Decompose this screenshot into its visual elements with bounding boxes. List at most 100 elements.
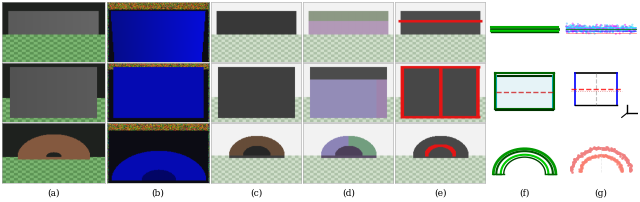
Point: [582, 150, 592, 153]
Point: [577, 163, 587, 166]
Point: [564, 27, 575, 31]
Point: [574, 167, 584, 170]
Point: [619, 155, 629, 158]
Point: [589, 29, 599, 32]
Point: [605, 27, 615, 31]
Point: [584, 149, 594, 153]
Point: [567, 167, 577, 170]
Point: [602, 28, 612, 31]
Point: [596, 29, 607, 32]
Point: [580, 158, 591, 161]
Point: [622, 157, 632, 161]
Point: [590, 155, 600, 158]
Point: [564, 27, 575, 31]
Point: [611, 25, 621, 28]
Point: [568, 162, 579, 165]
Point: [580, 150, 590, 154]
Point: [571, 28, 581, 32]
Point: [575, 25, 585, 28]
Point: [614, 29, 625, 32]
Point: [575, 169, 585, 172]
Point: [572, 158, 582, 161]
Point: [563, 28, 573, 31]
Point: [625, 168, 636, 171]
Point: [567, 170, 577, 173]
Point: [612, 151, 623, 154]
Point: [595, 154, 605, 157]
Point: [609, 157, 620, 160]
Point: [609, 30, 619, 33]
Point: [603, 147, 613, 151]
Point: [611, 159, 621, 162]
Point: [614, 161, 624, 165]
Point: [562, 29, 572, 32]
Point: [609, 25, 620, 29]
Point: [582, 28, 593, 32]
Point: [605, 26, 616, 29]
Point: [586, 156, 596, 159]
Point: [568, 164, 579, 167]
Point: [593, 29, 604, 32]
Point: [582, 157, 593, 160]
Point: [562, 28, 572, 31]
Point: [622, 31, 632, 34]
Point: [595, 26, 605, 30]
Point: [586, 28, 596, 31]
Point: [608, 148, 618, 152]
Point: [579, 160, 589, 163]
Point: [580, 30, 591, 34]
Point: [630, 29, 640, 32]
Point: [588, 28, 598, 31]
Point: [614, 153, 625, 156]
Point: [576, 28, 586, 32]
Point: [617, 29, 627, 32]
Point: [570, 158, 580, 161]
Point: [576, 167, 586, 171]
Point: [586, 32, 596, 36]
Point: [626, 31, 636, 35]
Point: [623, 28, 634, 32]
Point: [582, 150, 592, 153]
Point: [570, 29, 580, 32]
Point: [602, 25, 612, 28]
Point: [624, 29, 634, 32]
Point: [562, 29, 572, 32]
Point: [593, 28, 604, 32]
Point: [600, 28, 611, 31]
Point: [581, 26, 591, 29]
Point: [584, 29, 595, 33]
Point: [586, 29, 596, 32]
Point: [590, 29, 600, 33]
Point: [580, 25, 590, 28]
Point: [595, 31, 605, 35]
Point: [627, 28, 637, 31]
Point: [579, 28, 589, 31]
Point: [566, 28, 577, 31]
Point: [582, 28, 592, 32]
Point: [568, 161, 578, 164]
Point: [614, 151, 624, 155]
Point: [564, 27, 574, 31]
Point: [601, 27, 611, 31]
Point: [572, 26, 582, 29]
Point: [567, 28, 577, 32]
Point: [582, 149, 593, 153]
Point: [598, 28, 609, 32]
Point: [561, 30, 572, 33]
Point: [589, 146, 599, 149]
Point: [621, 29, 632, 32]
Point: [608, 29, 618, 32]
Point: [578, 28, 588, 31]
Point: [617, 27, 627, 30]
Point: [569, 24, 579, 27]
Point: [566, 25, 577, 28]
Point: [576, 31, 586, 34]
Polygon shape: [497, 76, 553, 111]
Point: [628, 29, 638, 32]
Point: [616, 170, 627, 173]
Point: [561, 26, 572, 29]
Point: [615, 29, 625, 32]
Point: [575, 27, 585, 30]
Point: [598, 29, 609, 32]
Point: [595, 27, 605, 31]
